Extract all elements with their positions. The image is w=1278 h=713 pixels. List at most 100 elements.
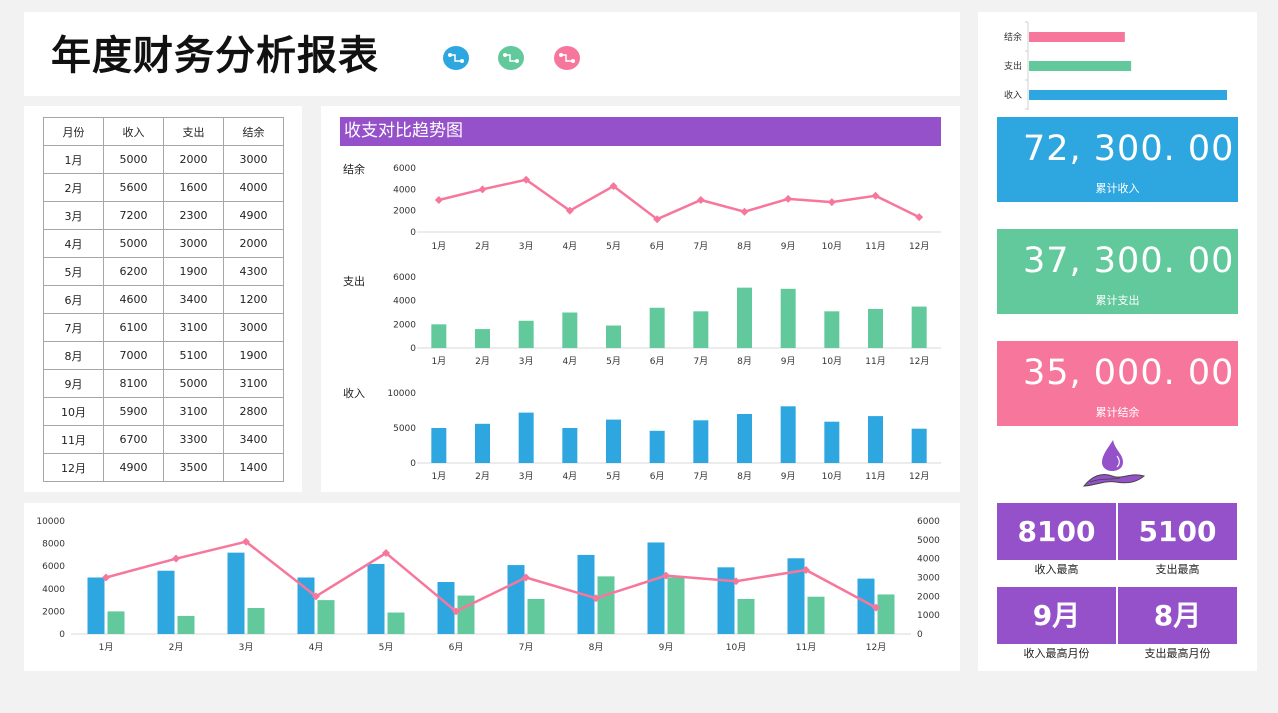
table-row: 4月 5000 3000 2000	[43, 229, 284, 258]
table-row: 10月 5900 3100 2800	[43, 397, 284, 426]
bar	[911, 306, 927, 348]
x-tick-label: 9月	[659, 642, 674, 653]
data-point	[653, 215, 662, 224]
x-tick-label: 10月	[726, 642, 746, 653]
bar	[824, 311, 840, 348]
left-y-tick-label: 8000	[42, 540, 65, 550]
bar	[606, 419, 621, 463]
y-tick-label: 4000	[393, 185, 416, 195]
balance-point	[312, 592, 320, 601]
bar	[649, 307, 665, 348]
flow-icon-green[interactable]	[498, 46, 524, 70]
expense-bar	[807, 596, 825, 634]
bar	[737, 287, 752, 348]
left-y-tick-label: 6000	[42, 562, 65, 572]
cell-income: 6700	[103, 425, 164, 454]
cell-balance: 4300	[223, 257, 284, 286]
bar	[693, 420, 709, 463]
left-y-tick-label: 4000	[42, 585, 65, 595]
x-tick-label: 10月	[822, 241, 842, 252]
data-point	[915, 213, 924, 222]
cell-month: 12月	[43, 453, 104, 482]
summary-bar	[1029, 90, 1227, 100]
x-tick-label: 5月	[379, 642, 394, 653]
x-tick-label: 3月	[519, 471, 534, 482]
cell-month: 8月	[43, 341, 104, 370]
cell-month: 3月	[43, 201, 104, 230]
trend-chart-0: 0 2000 4000 6000 1月 2月 3月 4月 5月 6月 7月 8月 9月 10月 11月 12月	[393, 164, 941, 252]
right-y-tick-label: 5000	[917, 536, 940, 546]
cell-balance: 1900	[223, 341, 284, 370]
balance-point	[522, 573, 530, 582]
x-tick-label: 10月	[822, 356, 842, 367]
balance-point	[242, 537, 250, 546]
total-balance-value: 35, 000. 00	[1023, 353, 1235, 393]
table-row: 3月 7200 2300 4900	[43, 201, 284, 230]
data-point	[827, 198, 836, 207]
data-point	[784, 194, 793, 203]
balance-point	[662, 571, 670, 580]
cell-expense: 2300	[163, 201, 224, 230]
balance-point	[172, 554, 180, 563]
table-row: 11月 6700 3300 3400	[43, 425, 284, 454]
cell-balance: 1400	[223, 453, 284, 482]
header-panel: 年度财务分析报表	[24, 12, 960, 96]
bar	[649, 430, 665, 463]
income-bar	[717, 567, 735, 634]
income-bar	[227, 552, 245, 634]
summary-bar-label: 支出	[1004, 60, 1022, 72]
table-row: 8月 7000 5100 1900	[43, 341, 284, 370]
right-y-tick-label: 4000	[917, 555, 940, 565]
y-tick-label: 5000	[393, 424, 416, 434]
max-expense-card: 5100	[1118, 503, 1237, 560]
bar	[868, 308, 883, 348]
header-balance: 结余	[223, 117, 284, 146]
max-expense-label: 支出最高	[1155, 563, 1200, 576]
bar	[868, 416, 883, 463]
cell-income: 6200	[103, 257, 164, 286]
expense-bar	[387, 612, 405, 634]
table-row: 5月 6200 1900 4300	[43, 257, 284, 286]
data-point	[522, 175, 531, 184]
balance-point	[592, 594, 600, 603]
balance-point	[802, 565, 810, 574]
data-table-panel: 月份 收入 支出 结余 1月 5000 2000 3000 2月 5600 1600 4000…	[24, 106, 302, 492]
trend-chart-2: 0 5000 10000 1月 2月 3月 4月 5月 6月 7月 8月 9月 10月 11月 12月	[387, 389, 941, 482]
bar	[518, 320, 534, 348]
cell-month: 9月	[43, 369, 104, 398]
data-point	[696, 196, 705, 204]
max-income-month-label: 收入最高月份	[1023, 647, 1090, 660]
x-tick-label: 8月	[737, 241, 752, 252]
expense-bar	[527, 598, 545, 634]
income-bar	[367, 563, 385, 634]
total-income-label: 累计收入	[1095, 182, 1140, 195]
y-tick-label: 0	[410, 344, 416, 354]
income-bar	[857, 578, 875, 634]
balance-point	[452, 607, 460, 616]
income-bar	[87, 577, 105, 634]
x-tick-label: 9月	[781, 471, 796, 482]
cell-expense: 3000	[163, 229, 224, 258]
bar	[824, 421, 840, 463]
cell-month: 4月	[43, 229, 104, 258]
expense-chart-label: 支出	[343, 275, 365, 288]
max-expense-month-label: 支出最高月份	[1144, 647, 1211, 660]
x-tick-label: 11月	[865, 471, 885, 482]
bar	[606, 325, 621, 348]
data-point	[478, 185, 487, 194]
y-tick-label: 2000	[393, 207, 416, 217]
cell-income: 4600	[103, 285, 164, 314]
x-tick-label: 9月	[781, 241, 796, 252]
cell-income: 5600	[103, 173, 164, 202]
trend-chart-1: 0 2000 4000 6000 1月 2月 3月 4月 5月 6月 7月 8月 9月 10月 11月 12月	[393, 273, 941, 367]
cell-month: 6月	[43, 285, 104, 314]
x-tick-label: 4月	[309, 642, 324, 653]
combo-chart-panel: 0 2000 4000 6000 8000 10000 0 1000 2000 3000 4000 5…	[24, 503, 960, 671]
flow-icon-blue[interactable]	[443, 46, 469, 70]
y-tick-label: 0	[410, 228, 416, 238]
flow-icon-pink[interactable]	[554, 46, 580, 70]
balance-point	[382, 549, 390, 558]
cell-expense: 3400	[163, 285, 224, 314]
x-tick-label: 12月	[909, 471, 929, 482]
water-drop-logo-icon	[1082, 438, 1152, 490]
